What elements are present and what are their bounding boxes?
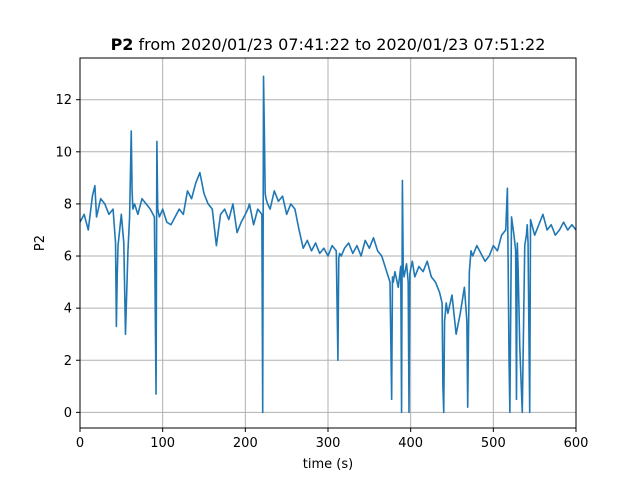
series-layer <box>79 75 577 414</box>
y-tick-label: 6 <box>64 250 72 265</box>
grid-layer <box>79 58 577 428</box>
x-tick-label: 200 <box>233 436 258 451</box>
x-tick-label: 500 <box>481 436 506 451</box>
x-tick-label: 0 <box>76 436 84 451</box>
y-tick-label: 2 <box>64 354 72 369</box>
y-axis-label: P2 <box>33 235 48 251</box>
y-tick-label: 8 <box>64 197 72 212</box>
x-tick-label: 600 <box>564 436 589 451</box>
y-tick-label: 10 <box>55 145 72 160</box>
chart-title: P2 from 2020/01/23 07:41:22 to 2020/01/2… <box>111 35 546 54</box>
chart-title-rest: from 2020/01/23 07:41:22 to 2020/01/23 0… <box>133 35 545 54</box>
y-tick-label: 0 <box>64 406 72 421</box>
y-tick-label: 4 <box>64 302 72 317</box>
series-line <box>79 75 577 414</box>
chart-title-bold: P2 <box>111 35 134 54</box>
x-axis-label: time (s) <box>303 457 353 472</box>
x-tick-label: 400 <box>398 436 423 451</box>
tick-layer: 0 100 200 300 400 500 600 0 2 4 6 8 10 12 <box>55 93 588 451</box>
x-tick-label: 300 <box>316 436 341 451</box>
y-tick-label: 12 <box>55 93 72 108</box>
x-tick-label: 100 <box>150 436 175 451</box>
